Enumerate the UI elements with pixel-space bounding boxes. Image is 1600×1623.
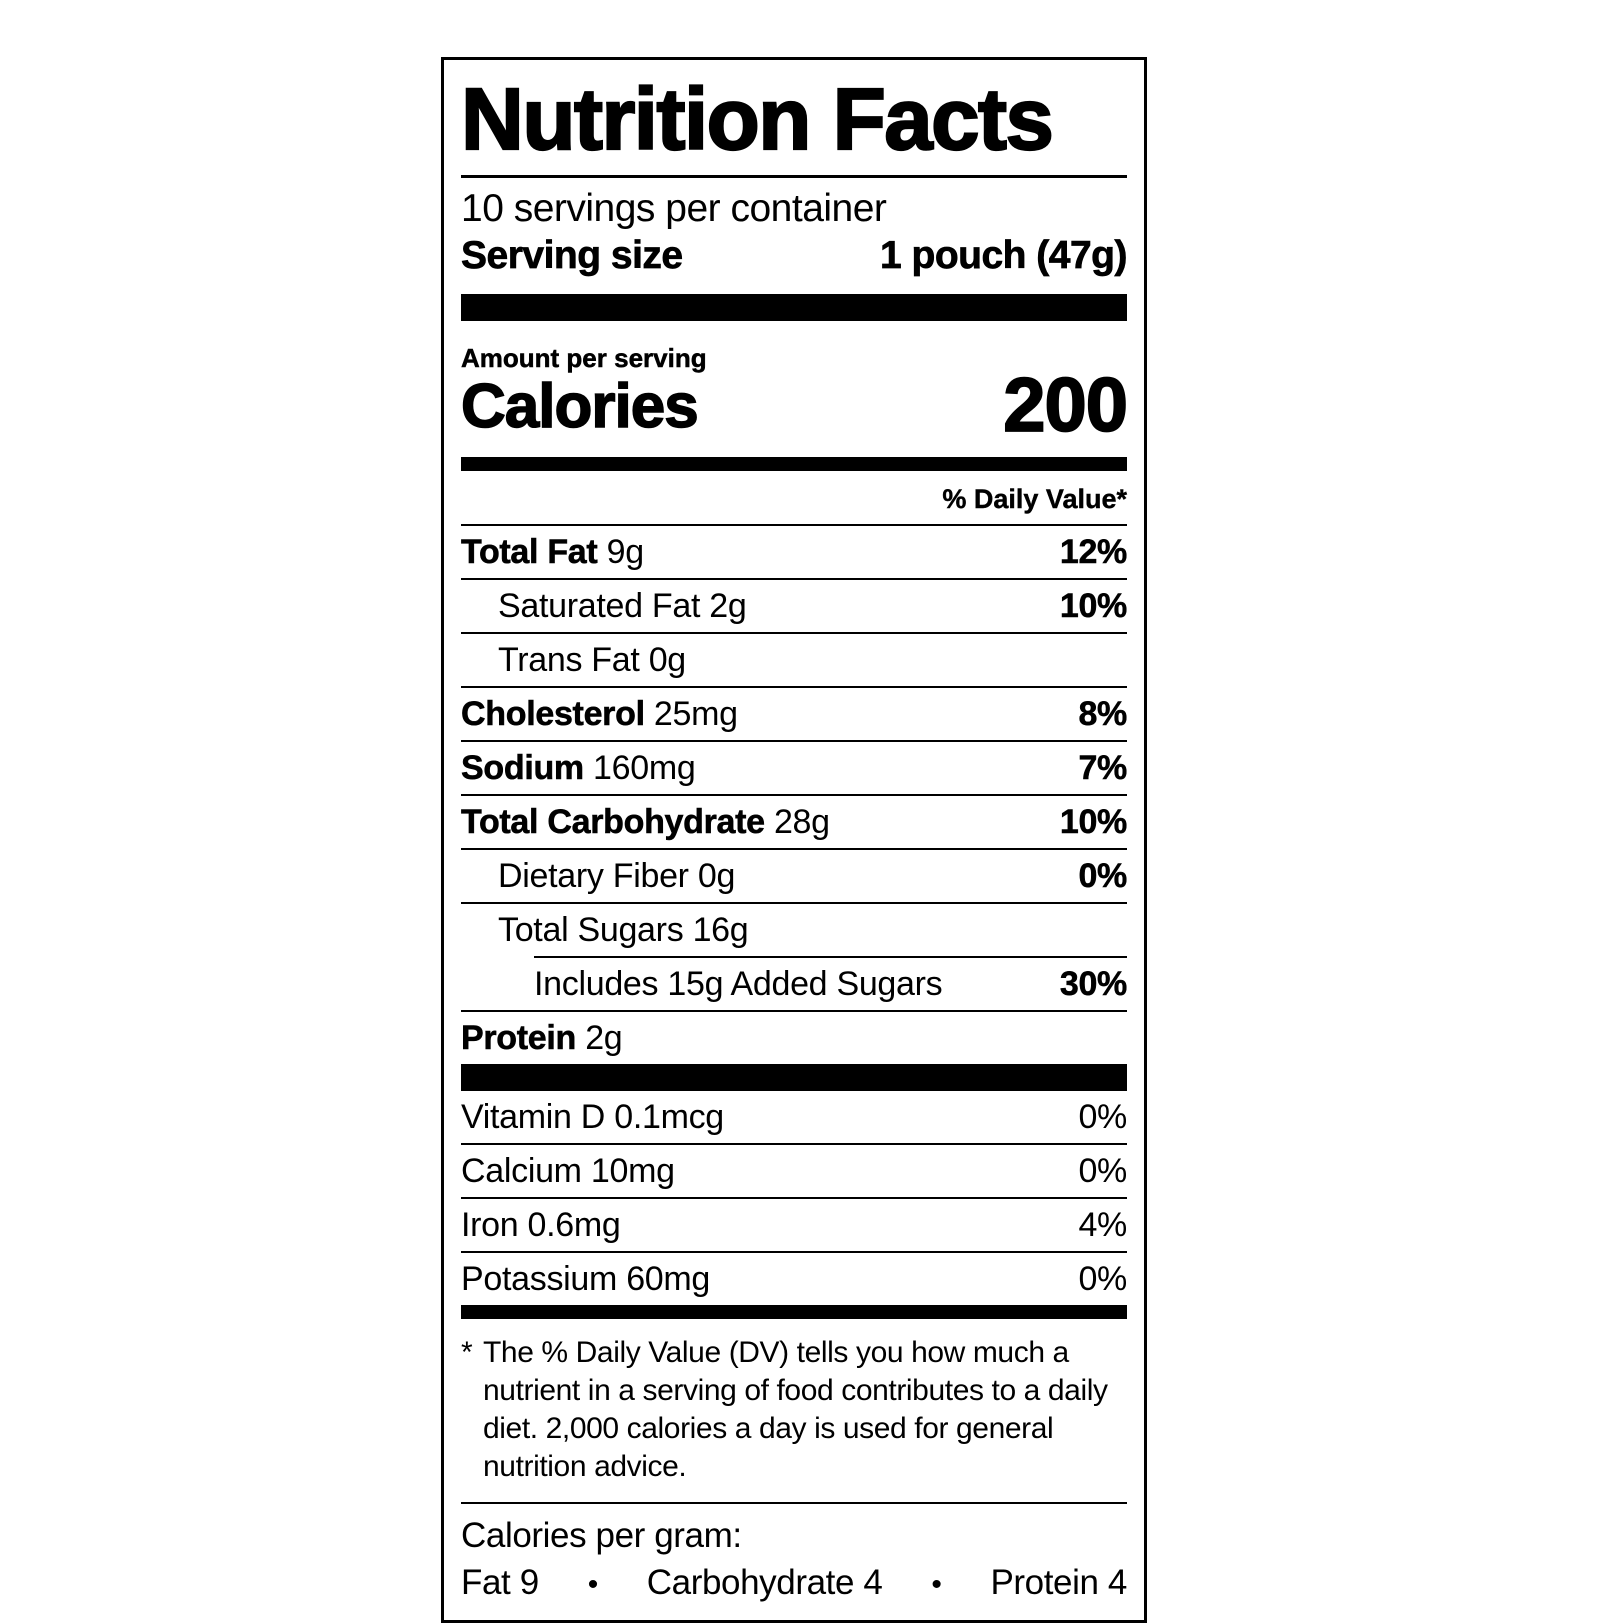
footnote-divider	[461, 1502, 1127, 1505]
calories-value: 200	[1002, 363, 1129, 448]
nutrient-row: Total Carbohydrate 28g 10%	[461, 794, 1128, 848]
cpg-carbohydrate: Carbohydrate 4	[646, 1563, 883, 1603]
nutrient-name: Total Fat 9g	[461, 533, 645, 572]
vitamin-daily-value: 0%	[1078, 1152, 1127, 1191]
vitamin-amount: 0.1mcg	[614, 1098, 724, 1137]
label-title: Nutrition Facts	[460, 71, 1055, 168]
daily-value-footnote: * The % Daily Value (DV) tells you how m…	[461, 1319, 1127, 1502]
nutrient-name: Dietary Fiber 0g	[498, 857, 736, 896]
vitamin-name: Vitamin D 0.1mcg	[461, 1098, 724, 1137]
medium-divider-bar	[461, 1305, 1127, 1320]
vitamin-name: Iron 0.6mg	[461, 1206, 621, 1245]
calories-label: Calories	[460, 372, 699, 442]
nutrient-amount: 16g	[692, 911, 749, 950]
nutrient-name: Total Carbohydrate 28g	[461, 803, 830, 842]
vitamin-amount: 10mg	[590, 1152, 675, 1191]
nutrient-name: Protein 2g	[461, 1019, 623, 1058]
nutrient-row: Dietary Fiber 0g 0%	[461, 848, 1128, 902]
vitamin-amount: 0.6mg	[527, 1206, 621, 1245]
nutrient-name: Includes 15g Added Sugars	[534, 965, 943, 1004]
vitamin-daily-value: 0%	[1078, 1098, 1127, 1137]
bullet-separator: •	[587, 1568, 599, 1602]
serving-size-label: Serving size	[461, 234, 684, 278]
nutrient-daily-value: 0%	[1078, 857, 1127, 896]
nutrient-daily-value: 8%	[1078, 695, 1127, 734]
nutrient-row: Sodium 160mg 7%	[461, 740, 1128, 794]
nutrient-amount: 2g	[585, 1019, 623, 1058]
nutrient-amount: 160mg	[593, 749, 696, 788]
nutrition-facts-label: Nutrition Facts 10 servings per containe…	[441, 57, 1147, 1623]
title-divider	[461, 175, 1127, 178]
medium-divider-bar	[461, 457, 1127, 472]
footnote-asterisk: *	[461, 1336, 473, 1370]
nutrient-row: Includes 15g Added Sugars 30%	[534, 956, 1128, 1010]
cpg-fat: Fat 9	[461, 1563, 539, 1603]
nutrient-row: Cholesterol 25mg 8%	[461, 686, 1128, 740]
vitamin-row: Potassium 60mg 0%	[461, 1251, 1127, 1305]
calories-per-gram-row: Fat 9 • Carbohydrate 4 • Protein 4	[461, 1559, 1127, 1608]
vitamin-name: Calcium 10mg	[461, 1152, 675, 1191]
nutrient-row: Trans Fat 0g	[461, 632, 1127, 686]
serving-size-value: 1 pouch (47g)	[879, 234, 1128, 278]
nutrient-row: Protein 2g	[461, 1010, 1127, 1064]
vitamin-row: Vitamin D 0.1mcg 0%	[461, 1091, 1127, 1143]
nutrient-name: Cholesterol 25mg	[461, 695, 738, 734]
servings-per-container: 10 servings per container	[461, 187, 887, 230]
vitamin-row: Calcium 10mg 0%	[461, 1143, 1127, 1197]
vitamins-section: Vitamin D 0.1mcg 0% Calcium 10mg 0% Iron…	[461, 1091, 1127, 1305]
nutrient-name: Sodium 160mg	[461, 749, 696, 788]
amount-per-serving-label: Amount per serving	[461, 343, 707, 374]
vitamin-amount: 60mg	[626, 1260, 711, 1299]
nutrient-row: Total Fat 9g 12%	[461, 524, 1128, 578]
vitamin-name: Potassium 60mg	[461, 1260, 711, 1299]
bullet-separator: •	[931, 1568, 942, 1602]
nutrient-amount: 28g	[773, 803, 830, 842]
daily-value-header: % Daily Value*	[942, 484, 1127, 515]
vitamin-daily-value: 0%	[1078, 1260, 1127, 1299]
cpg-protein: Protein 4	[990, 1563, 1127, 1603]
vitamin-daily-value: 4%	[1078, 1206, 1127, 1245]
nutrient-row: Total Sugars 16g	[461, 902, 1127, 956]
nutrient-daily-value: 10%	[1059, 587, 1128, 626]
nutrients-section: Total Fat 9g 12% Saturated Fat 2g 10% Tr…	[461, 524, 1128, 1064]
thick-divider-bar	[461, 294, 1127, 321]
nutrient-daily-value: 7%	[1078, 749, 1127, 788]
nutrient-daily-value: 30%	[1059, 965, 1128, 1004]
thick-divider-bar	[461, 1064, 1127, 1092]
calories-per-gram-heading: Calories per gram:	[461, 1516, 742, 1556]
nutrient-daily-value: 10%	[1059, 803, 1128, 842]
nutrient-amount: 25mg	[653, 695, 738, 734]
nutrient-amount: 2g	[709, 587, 747, 626]
serving-size-row: Serving size 1 pouch (47g)	[461, 232, 1128, 279]
nutrient-name: Saturated Fat 2g	[498, 587, 747, 626]
nutrient-amount: 0g	[697, 857, 736, 896]
calories-row: Calories 200	[460, 363, 1129, 448]
nutrient-amount: 9g	[606, 533, 645, 572]
nutrient-row: Saturated Fat 2g 10%	[461, 578, 1128, 632]
nutrient-amount: 0g	[648, 641, 687, 680]
nutrient-daily-value: 12%	[1059, 533, 1128, 572]
nutrient-name: Total Sugars 16g	[498, 911, 749, 950]
vitamin-row: Iron 0.6mg 4%	[461, 1197, 1127, 1251]
nutrient-name: Trans Fat 0g	[498, 641, 687, 680]
footnote-text: The % Daily Value (DV) tells you how muc…	[483, 1336, 1108, 1484]
